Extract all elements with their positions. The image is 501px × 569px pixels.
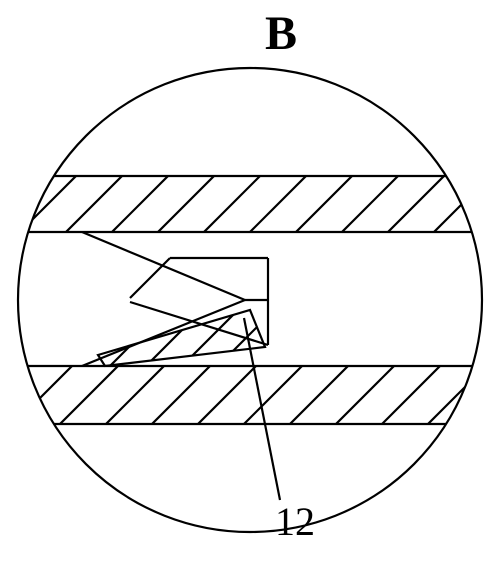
detail-label-b: B <box>265 6 297 61</box>
diagram-svg <box>0 0 501 569</box>
diagram-stage: B 12 <box>0 0 501 569</box>
callout-label-12: 12 <box>275 498 315 545</box>
